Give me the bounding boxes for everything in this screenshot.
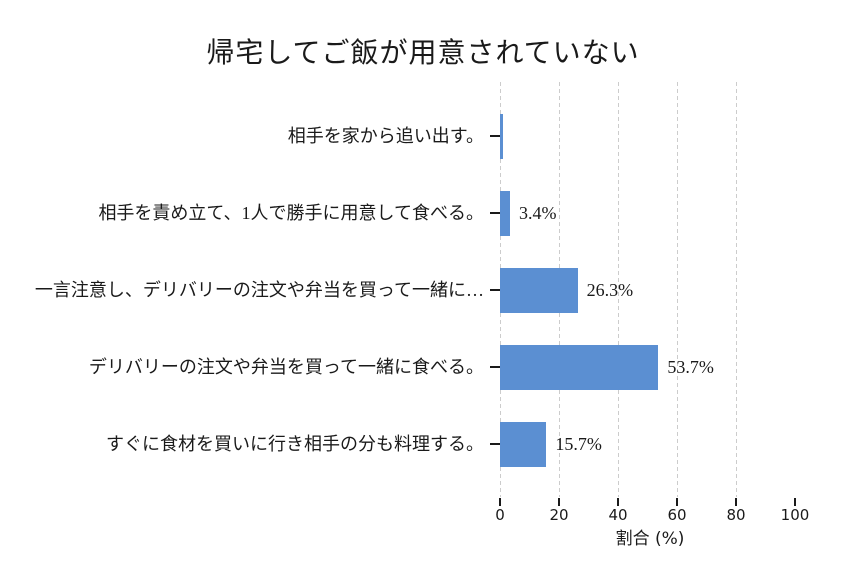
x-tick-label: 20 xyxy=(549,506,569,524)
bar xyxy=(500,190,511,236)
gridline xyxy=(736,82,737,497)
bar xyxy=(500,421,547,467)
y-tick xyxy=(490,135,500,137)
bar xyxy=(500,267,578,313)
x-tick xyxy=(735,498,737,506)
x-tick xyxy=(558,498,560,506)
bar xyxy=(500,344,659,390)
x-tick xyxy=(794,498,796,506)
x-tick-label: 0 xyxy=(495,506,505,524)
bar-value-label: 53.7% xyxy=(667,356,714,377)
x-axis-title: 割合 (%) xyxy=(615,529,685,549)
category-label: デリバリーの注文や弁当を買って一緒に食べる。 xyxy=(88,357,484,377)
x-tick-label: 80 xyxy=(726,506,746,524)
category-label: すぐに食材を買いに行き相手の分も料理する。 xyxy=(106,434,484,454)
y-tick xyxy=(490,289,500,291)
x-tick xyxy=(499,498,501,506)
y-tick xyxy=(490,212,500,214)
bar-value-label: 3.4% xyxy=(519,202,557,223)
category-label: 相手を家から追い出す。 xyxy=(287,126,484,146)
bar-value-label: 26.3% xyxy=(586,279,634,300)
gridline xyxy=(677,82,678,497)
x-tick-label: 40 xyxy=(608,506,628,524)
x-tick-label: 100 xyxy=(780,506,810,524)
category-label: 一言注意し、デリバリーの注文や弁当を買って一緒に… xyxy=(34,280,484,300)
category-label: 相手を責め立て、1人で勝手に用意して食べる。 xyxy=(98,203,484,223)
y-tick xyxy=(490,366,500,368)
x-tick xyxy=(676,498,678,506)
bar xyxy=(500,113,503,159)
x-tick-label: 60 xyxy=(667,506,687,524)
gridline xyxy=(618,82,619,497)
x-tick xyxy=(617,498,619,506)
y-tick xyxy=(490,443,500,445)
plot-area: 3.4% 26.3% 53.7% 15.7% xyxy=(500,82,810,497)
bar-value-label: 15.7% xyxy=(555,433,602,454)
chart-title: 帰宅してご飯が用意されていない xyxy=(206,38,640,69)
